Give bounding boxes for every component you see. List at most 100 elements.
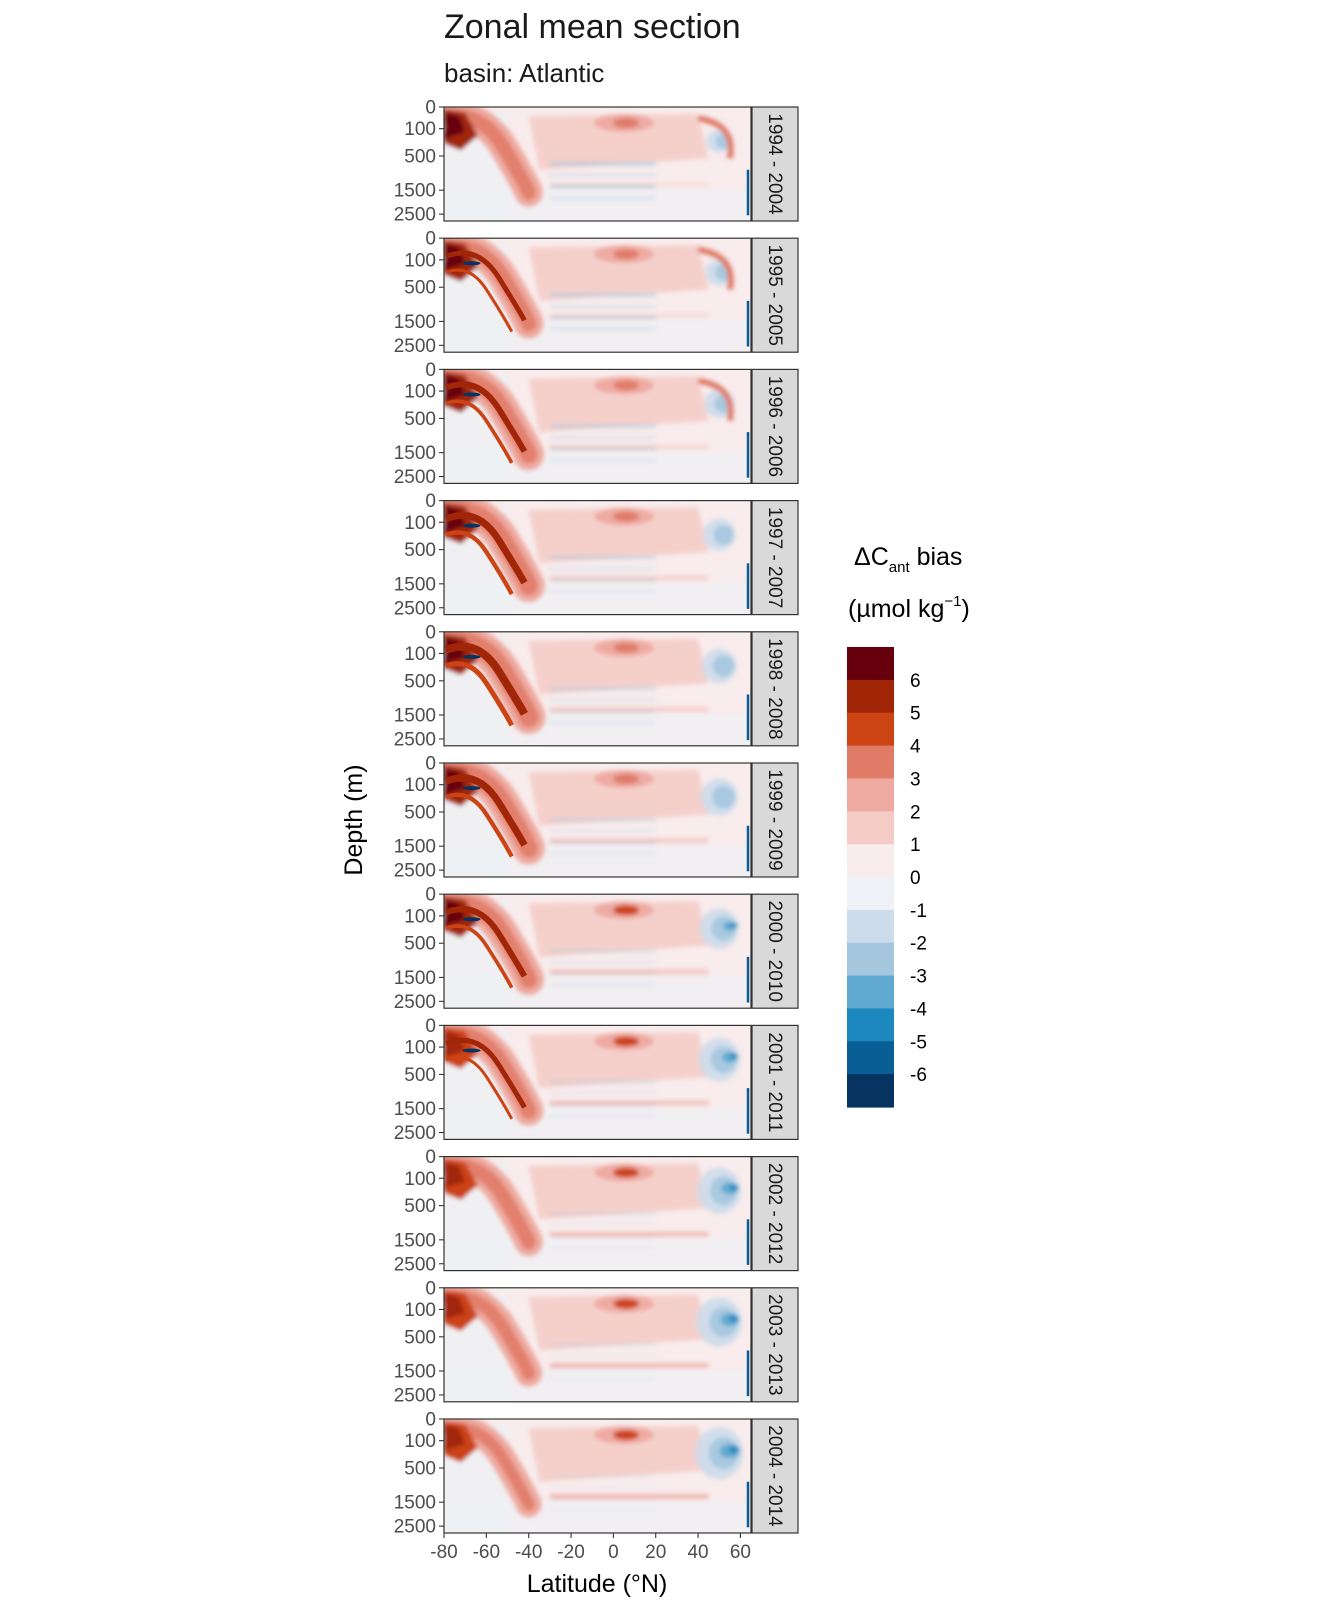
facet-strip-label: 1999 - 2009 — [764, 769, 785, 870]
legend-tick-label: -6 — [910, 1065, 927, 1086]
legend-tick-label: -3 — [910, 967, 927, 988]
y-tick-label: 500 — [404, 1196, 436, 1217]
legend-swatch — [847, 811, 894, 845]
facet-strip — [751, 106, 799, 222]
panel-border — [443, 1418, 752, 1534]
y-tick-label: 100 — [404, 1300, 436, 1321]
facet-strip-label: 2000 - 2010 — [764, 900, 785, 1001]
bias-field — [444, 1287, 751, 1402]
y-tick-label: 0 — [425, 1278, 436, 1299]
legend-tick-label: -2 — [910, 934, 927, 955]
y-tick-label: 1500 — [394, 1362, 436, 1383]
legend-swatch — [847, 909, 894, 944]
y-tick-label: 100 — [404, 382, 436, 403]
panel-border — [443, 631, 752, 747]
y-axis-title: Depth (m) — [340, 764, 368, 875]
y-tick-label: 2500 — [394, 1123, 436, 1144]
legend-swatch — [847, 778, 894, 812]
y-tick-label: 2500 — [394, 729, 436, 750]
y-tick-label: 1500 — [394, 1493, 436, 1514]
facet-strip-label: 1994 - 2004 — [764, 113, 785, 215]
panel-border — [443, 1155, 752, 1272]
facet-strip — [751, 1155, 799, 1272]
facet-strip — [751, 1418, 799, 1534]
legend: ΔCant bias (µmol kg−1) 6 5 4 3 2 1 0 -1 -2 -3 -4 -5 -6 — [847, 543, 970, 1108]
y-tick-label: 500 — [404, 540, 436, 561]
legend-tick-label: 4 — [910, 737, 921, 758]
y-tick-label: 100 — [404, 1169, 436, 1190]
y-tick-label: 100 — [404, 119, 436, 140]
bias-field — [444, 107, 751, 221]
facet-strip-label: 1998 - 2008 — [764, 638, 785, 739]
y-tick-label: 100 — [404, 513, 436, 534]
bias-field — [444, 894, 751, 1009]
x-tick-label: 20 — [645, 1542, 666, 1563]
legend-tick-label: -4 — [910, 999, 927, 1020]
y-tick-label: 100 — [404, 775, 436, 796]
x-tick-label: 0 — [608, 1542, 619, 1563]
x-tick-label: 40 — [687, 1542, 708, 1563]
y-tick-label: 100 — [404, 906, 436, 927]
facet-strip — [751, 500, 799, 616]
panel-border — [443, 893, 752, 1009]
y-tick-label: 100 — [404, 1431, 436, 1452]
y-tick-label: 2500 — [394, 336, 436, 357]
y-tick-label: 100 — [404, 250, 436, 271]
facet-strip-label: 2001 - 2011 — [764, 1032, 785, 1132]
bias-field — [444, 1419, 751, 1533]
y-tick-label: 0 — [425, 1410, 436, 1431]
panel-border — [443, 368, 752, 484]
y-tick-label: 0 — [425, 622, 436, 643]
bias-field — [444, 1025, 751, 1140]
facet-strip — [751, 237, 799, 353]
bias-field — [444, 631, 751, 746]
legend-swatch — [847, 1041, 894, 1075]
panel-border — [443, 237, 752, 353]
x-axis-title: Latitude (°N) — [527, 1570, 668, 1598]
panel-border — [443, 106, 752, 222]
y-tick-label: 1500 — [394, 837, 436, 858]
y-tick-label: 1500 — [394, 443, 436, 464]
legend-swatch — [847, 975, 894, 1010]
x-tick-label: 60 — [730, 1542, 751, 1563]
legend-tick-label: 3 — [910, 769, 921, 790]
panel-border — [443, 1287, 752, 1403]
legend-swatch — [847, 844, 894, 878]
y-tick-label: 2500 — [394, 467, 436, 488]
legend-tick-label: 5 — [910, 704, 921, 725]
facet-strip-label: 2004 - 2014 — [764, 1425, 785, 1527]
legend-tick-label: 2 — [910, 802, 921, 823]
legend-swatch — [847, 877, 894, 911]
y-tick-label: 0 — [425, 360, 436, 381]
y-tick-label: 0 — [425, 491, 436, 512]
y-tick-label: 500 — [404, 1065, 436, 1086]
y-tick-label: 500 — [404, 147, 436, 168]
y-tick-label: 2500 — [394, 598, 436, 619]
y-tick-label: 500 — [404, 1459, 436, 1480]
x-axis: -80 -60 -40 -20 0 20 40 60 — [430, 1533, 751, 1563]
legend-tick-label: -5 — [910, 1032, 927, 1053]
y-tick-label: 500 — [404, 409, 436, 430]
y-tick-label: 0 — [425, 1016, 436, 1037]
x-tick-label: -80 — [430, 1542, 457, 1563]
facet-strip — [751, 631, 799, 747]
y-tick-label: 1500 — [394, 1230, 436, 1251]
legend-swatch — [847, 712, 894, 747]
y-tick-label: 2500 — [394, 861, 436, 882]
y-tick-label: 500 — [404, 803, 436, 824]
facet-strip — [751, 762, 799, 878]
facet-strip-label: 1997 - 2007 — [764, 507, 785, 608]
bias-field — [444, 238, 751, 353]
x-tick-label: -20 — [557, 1542, 584, 1563]
facet-strip-label: 1996 - 2006 — [764, 376, 785, 477]
legend-swatch — [847, 647, 894, 681]
bias-field — [444, 763, 751, 877]
